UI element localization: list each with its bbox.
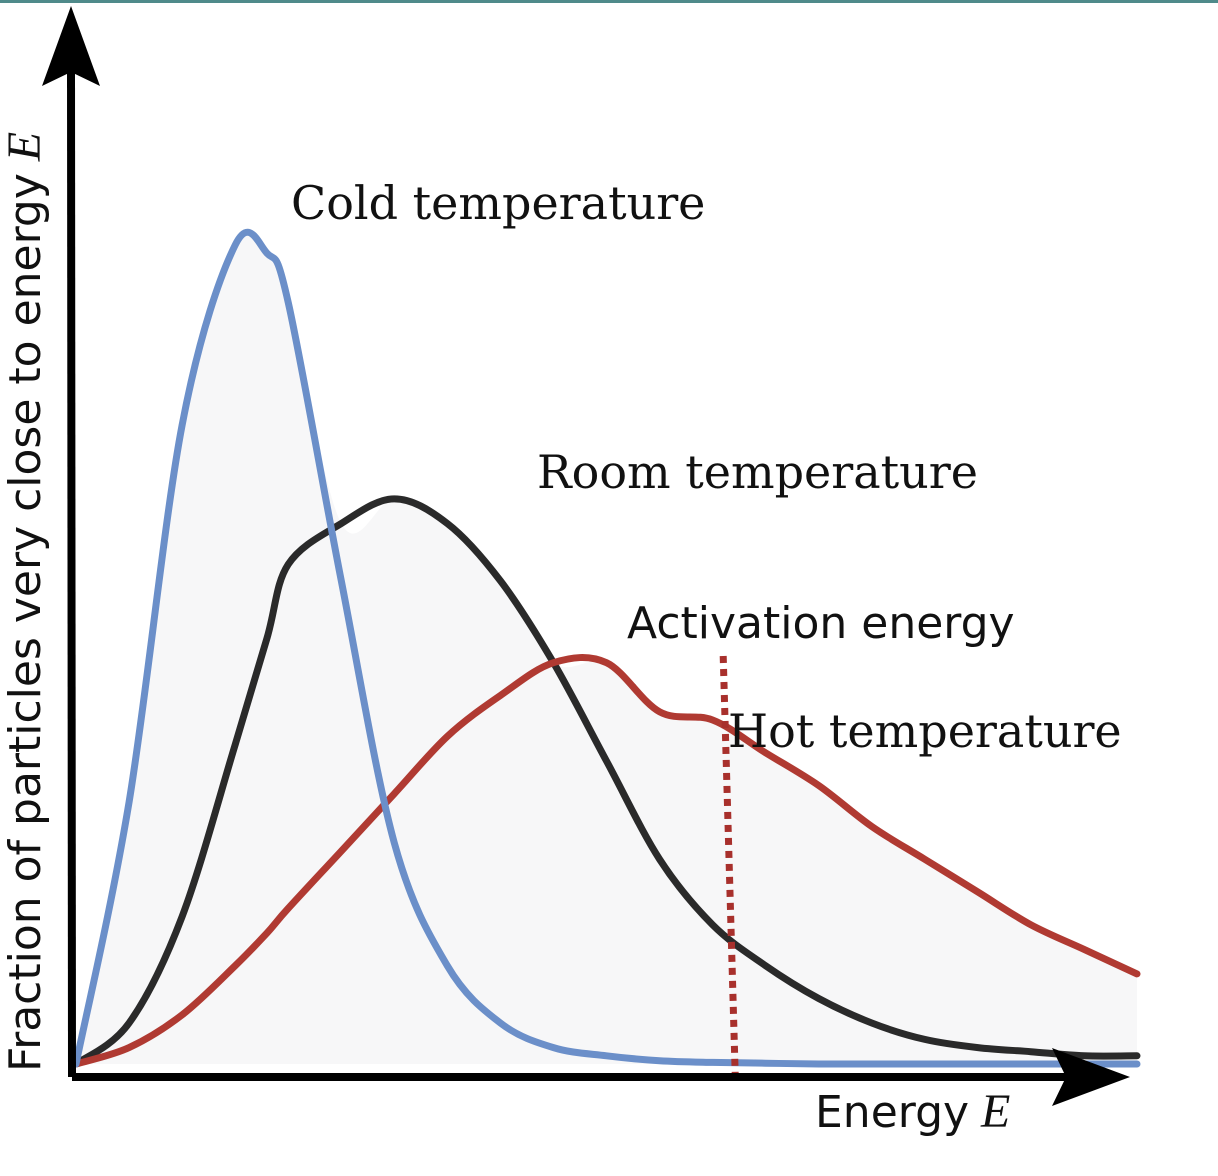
series-line-cold — [72, 228, 1141, 1068]
y-axis-title: Fraction of particles very close to ener… — [0, 132, 51, 1072]
top-border — [0, 0, 1218, 3]
y-axis — [67, 71, 76, 1078]
x-axis-title-text: Energy — [815, 1087, 969, 1138]
activation-energy-line — [719, 655, 739, 1075]
y-axis-title-text: Fraction of particles very close to ener… — [0, 173, 51, 1072]
series-label-hot: Hot temperature — [728, 704, 1122, 758]
series-line-hot — [72, 654, 1141, 1068]
x-axis-title-symbol: E — [980, 1085, 1010, 1138]
series-label-room: Room temperature — [537, 445, 978, 499]
y-axis-title-symbol: E — [0, 132, 51, 162]
activation-energy-label: Activation energy — [627, 598, 1015, 649]
y-axis-arrowhead — [42, 6, 100, 86]
x-axis-arrowhead — [1052, 1048, 1130, 1106]
plot-area — [72, 228, 1141, 1075]
x-axis-title: Energy E — [815, 1085, 1010, 1138]
series-label-cold: Cold temperature — [291, 176, 705, 230]
